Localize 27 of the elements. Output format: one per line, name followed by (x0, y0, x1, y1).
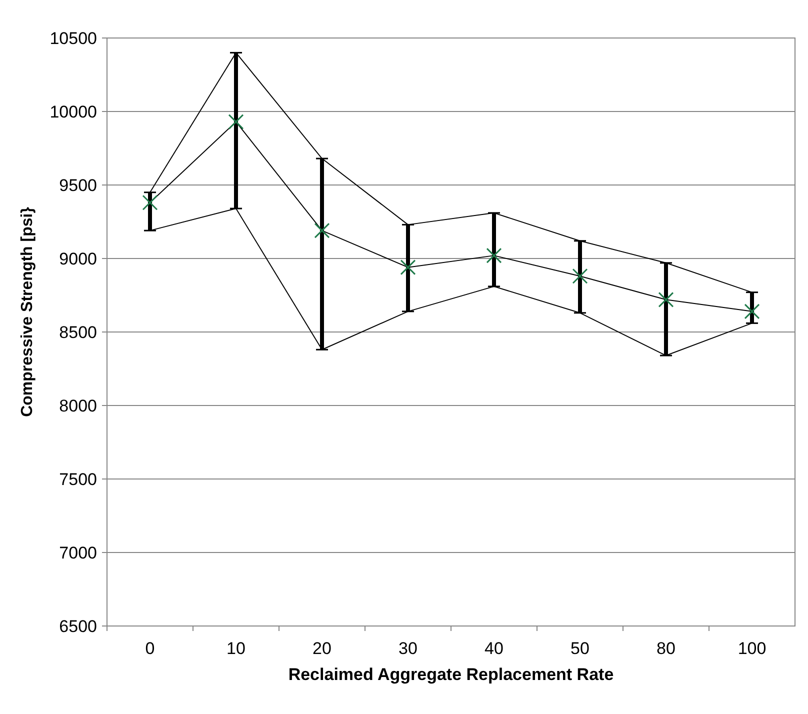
x-tick-label: 30 (398, 639, 418, 658)
x-tick-label: 80 (656, 639, 676, 658)
x-tick-label: 20 (312, 639, 332, 658)
point (486, 248, 502, 264)
point (400, 260, 416, 276)
point (314, 222, 330, 238)
point (658, 292, 674, 308)
y-tick-label: 6500 (59, 616, 97, 636)
x-tick-label: 100 (738, 639, 766, 658)
y-tick-label: 7500 (59, 470, 97, 489)
y-tick-label: 10000 (50, 102, 97, 122)
point (228, 114, 244, 130)
x-tick-label: 10 (226, 639, 246, 658)
y-tick-label: 8500 (59, 322, 97, 342)
point (744, 304, 760, 320)
x-tick-label: 50 (570, 639, 590, 658)
x-tick-label: 40 (484, 639, 504, 658)
y-tick-label: 10500 (50, 28, 97, 48)
x-axis-title: Reclaimed Aggregate Replacement Rate (288, 665, 614, 684)
y-tick-label: 9500 (59, 176, 97, 195)
x-tick-label: 0 (145, 639, 155, 658)
y-tick-label: 7000 (59, 543, 97, 562)
point (572, 268, 588, 284)
point (142, 194, 158, 210)
y-axis-title: Compressive Strength [psi} (19, 207, 36, 417)
y-tick-label: 9000 (59, 249, 97, 268)
y-tick-label: 8000 (59, 396, 97, 416)
